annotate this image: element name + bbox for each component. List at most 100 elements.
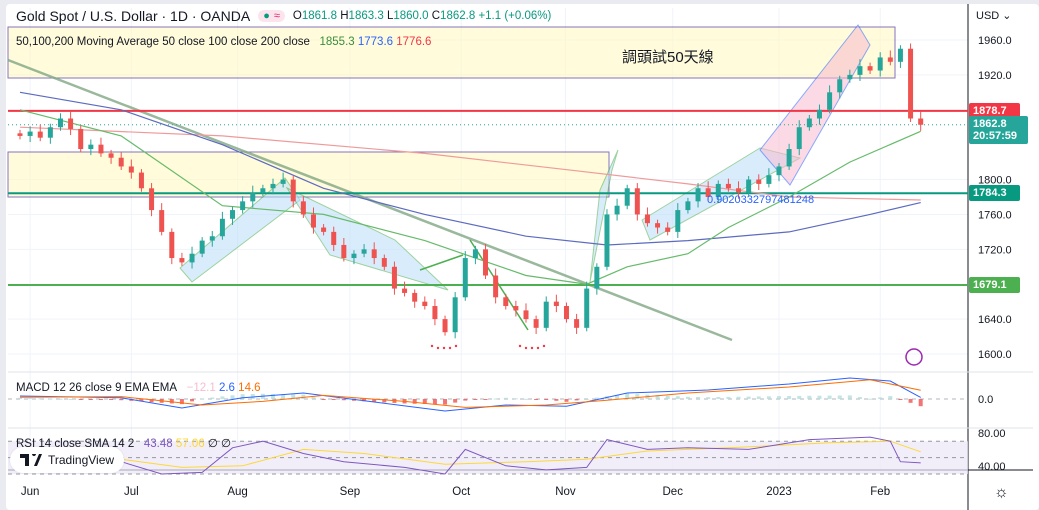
macd-histogram-bar [716,397,721,399]
macd-histogram-bar [119,399,124,401]
macd-histogram-bar [109,399,114,400]
candle [37,124,43,142]
candle-body [118,157,124,167]
y-tick-label: 1600.0 [978,349,1012,361]
candle-body [472,249,478,259]
candle [675,203,681,238]
candle-body [230,210,236,219]
macd-histogram-bar [230,395,235,399]
candle [108,149,114,164]
candle [47,123,53,144]
candle-body [847,74,853,80]
candle-body [209,236,215,241]
gear-icon[interactable]: ☼ [994,484,1009,501]
candle-body [128,166,134,173]
candle-body [685,201,691,211]
candle-body [725,183,731,189]
candle [371,242,377,265]
candle [270,178,276,195]
candle-body [877,57,883,71]
level-tag[interactable]: 1878.7 [969,102,1020,119]
macd-histogram-bar [372,399,377,402]
macd-histogram-bar [736,396,741,399]
symbol-title[interactable]: Gold Spot / U.S. Dollar · 1D · OANDA [16,8,251,24]
macd-histogram-bar [675,396,680,399]
level-tag[interactable]: 1784.3 [969,185,1020,202]
candle [543,296,549,332]
y-tick-label: 1960.0 [978,35,1012,47]
candle [351,250,357,265]
macd-signal-line [19,379,921,408]
macd-histogram-bar [817,395,822,399]
macd-histogram-bar [847,395,852,399]
candle-body [371,249,377,259]
candle-body [574,319,580,328]
macd-histogram-bar [888,396,893,399]
macd-histogram-bar [220,396,225,399]
candle [128,159,134,179]
candle-body [17,133,23,136]
macd-histogram-bar [149,399,154,403]
candle-body [483,249,489,276]
candle-body [240,201,246,211]
candle [614,198,620,221]
candle-body [98,144,104,154]
candle-body [918,118,924,125]
y-tick-label: 1760.0 [978,209,1012,221]
level-tag[interactable]: 1679.1 [969,277,1020,293]
y-tick-label: 1920.0 [978,70,1012,82]
candle-body [138,172,144,189]
candle-body [675,210,681,232]
candle [756,174,762,191]
macd-histogram-bar [88,399,93,400]
macd-histogram-bar [473,399,478,400]
macd-histogram-bar [513,398,518,400]
currency-selector[interactable]: USD ⌄ [976,10,1012,22]
candle-body [108,153,114,158]
macd-histogram-bar [240,394,245,399]
candle-body [260,188,266,193]
macd-histogram-bar [210,397,215,399]
candle-body [533,319,539,328]
x-tick-label: Nov [555,486,576,498]
candle-body [553,301,559,307]
market-open-icon: ● [263,10,270,22]
x-tick-label: Jul [124,486,139,498]
macd-histogram-bar [98,399,103,400]
pattern-dot [430,344,434,348]
status-pill[interactable]: ● ≈ [258,10,285,22]
candle [321,224,327,236]
macd-histogram-bar [868,398,873,400]
candle [806,115,812,131]
macd-histogram-bar [635,394,640,399]
candle [776,162,782,182]
candle-body [543,301,549,328]
candle [513,300,519,317]
candle [310,207,316,234]
candle-body [503,297,509,307]
tradingview-logo[interactable]: TradingView [10,447,125,473]
candle [462,251,468,301]
candle [149,183,155,217]
candle [199,237,205,258]
macd-legend[interactable]: MACD 12 26 close 9 EMA EMA −12.1 2.6 14.… [16,382,261,394]
candle-body [816,109,822,119]
ma-legend[interactable]: 50,100,200 Moving Average 50 close 100 c… [16,36,432,48]
candle-body [644,214,650,224]
candle-body [705,188,711,197]
candle-body [219,218,225,237]
candle-body [837,79,843,93]
ma100-line [19,91,921,246]
candle [280,172,286,188]
candle-body [806,118,812,128]
macd-histogram-bar [28,398,33,400]
candle [98,137,104,157]
candle-body [452,297,458,333]
candle [796,120,802,156]
fib-label: 0.9020332797481248 [707,194,814,206]
candle [553,294,559,313]
pattern-dot [448,346,452,350]
macd-histogram-bar [726,396,731,399]
candle-body [796,127,802,150]
